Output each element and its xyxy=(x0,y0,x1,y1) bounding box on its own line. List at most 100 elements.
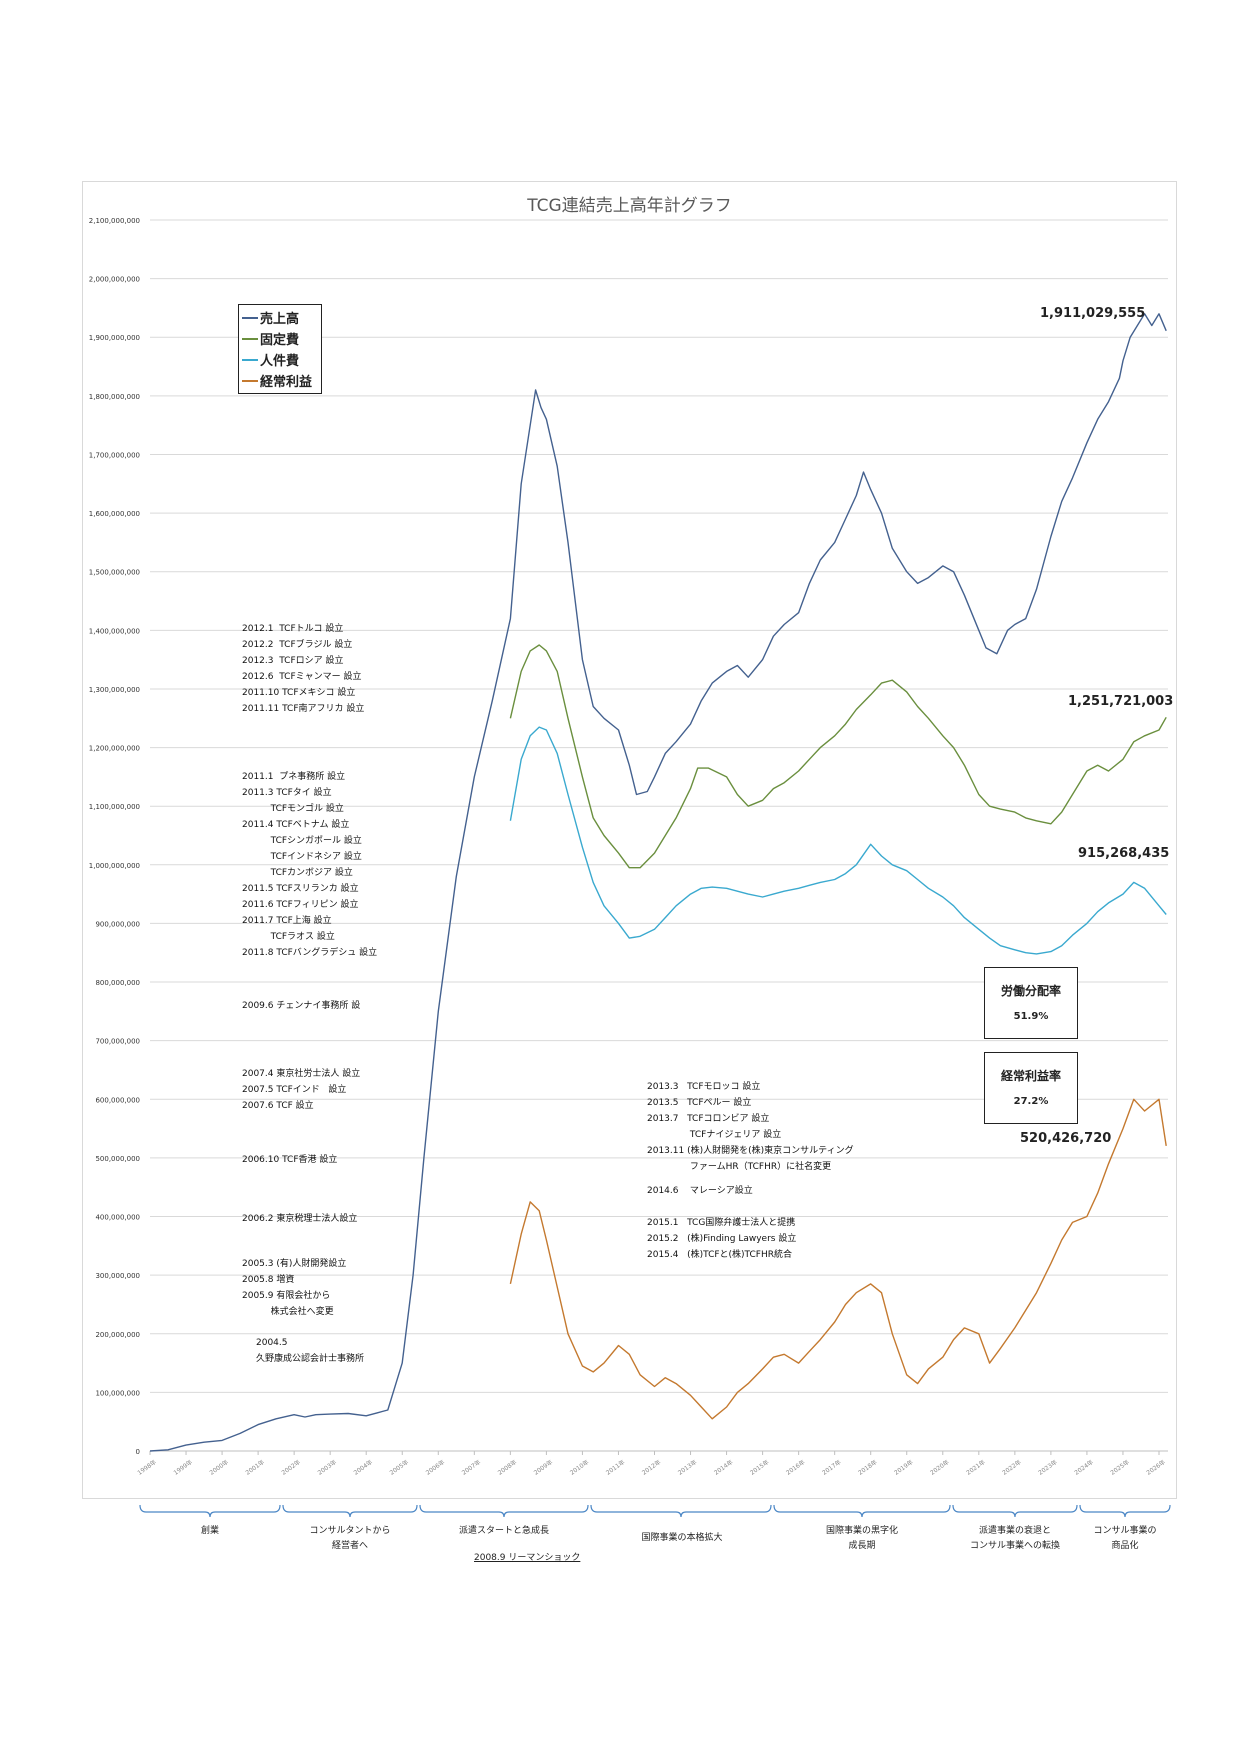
y-tick-label: 900,000,000 xyxy=(95,920,140,928)
annotation-2015: 2015.1 TCG国際弁護士法人と提携 2015.2 (株)Finding L… xyxy=(647,1218,797,1260)
lehman-shock-note: 2008.9 リーマンショック xyxy=(474,1553,581,1563)
y-tick-label: 400,000,000 xyxy=(95,1214,140,1222)
y-tick-label: 1,800,000,000 xyxy=(89,393,140,401)
x-tick-label: 2014年 xyxy=(712,1458,734,1477)
annotation-global-expansion: 2012.1 TCFトルコ 設立 2012.2 TCFブラジル 設立 2012.… xyxy=(242,624,365,714)
x-tick-label: 2026年 xyxy=(1145,1458,1167,1477)
y-tick-label: 100,000,000 xyxy=(95,1389,140,1397)
series-line-0 xyxy=(149,313,1167,1452)
y-tick-label: 0 xyxy=(136,1448,140,1456)
y-tick-label: 2,000,000,000 xyxy=(89,276,140,284)
kpi-labor-share: 労働分配率 51.9% xyxy=(984,967,1078,1039)
annotation-2013: 2013.3 TCFモロッコ 設立 2013.5 TCFペルー 設立 2013.… xyxy=(647,1082,854,1172)
end-value-fixed-cost: 1,251,721,003 xyxy=(1068,694,1174,709)
annotation-2007: 2007.4 東京社労士法人 設立 2007.5 TCFインド 設立 2007.… xyxy=(242,1069,361,1111)
series-line-2 xyxy=(509,726,1167,955)
x-tick-label: 2005年 xyxy=(388,1458,410,1477)
legend-swatch-icon xyxy=(242,379,258,382)
x-tick-label: 2020年 xyxy=(929,1458,951,1477)
x-tick-label: 2019年 xyxy=(893,1458,915,1477)
y-tick-label: 200,000,000 xyxy=(95,1331,140,1339)
annotation-2006-2: 2006.2 東京税理士法人設立 xyxy=(242,1214,358,1224)
kpi-title: 経常利益率 xyxy=(1000,1069,1061,1083)
y-tick-label: 1,400,000,000 xyxy=(89,627,140,635)
series-line-3 xyxy=(509,1098,1167,1420)
era-label-consultant: コンサルタントから 経営者へ xyxy=(309,1526,391,1551)
y-tick-label: 1,900,000,000 xyxy=(89,334,140,342)
y-tick-label: 1,700,000,000 xyxy=(89,451,140,459)
series-line-1 xyxy=(509,644,1167,869)
y-tick-label: 1,600,000,000 xyxy=(89,510,140,518)
era-bracket-5 xyxy=(952,1504,1078,1518)
legend-swatch-icon xyxy=(242,358,258,361)
x-tick-label: 1999年 xyxy=(172,1458,194,1477)
annotation-2004: 2004.5 久野康成公認会計士事務所 xyxy=(256,1338,365,1364)
era-bracket-3 xyxy=(590,1504,772,1518)
legend-item-sales: 売上高 xyxy=(239,307,321,328)
era-bracket-4 xyxy=(773,1504,951,1518)
x-tick-label: 2017年 xyxy=(821,1458,843,1477)
x-tick-label: 2003年 xyxy=(316,1458,338,1477)
legend-swatch-icon xyxy=(242,337,258,340)
y-tick-label: 1,200,000,000 xyxy=(89,745,140,753)
legend-label: 経常利益 xyxy=(260,375,313,390)
y-tick-label: 600,000,000 xyxy=(95,1096,140,1104)
era-bracket-1 xyxy=(282,1504,418,1518)
y-tick-label: 1,100,000,000 xyxy=(89,803,140,811)
annotation-2005: 2005.3 (有)人財開発設立 2005.8 増資 2005.9 有限会社から… xyxy=(242,1259,347,1317)
chart-legend: 売上高 固定費 人件費 経常利益 xyxy=(238,304,322,394)
era-label-dispatch-growth: 派遣スタートと急成長 xyxy=(458,1526,549,1536)
annotation-2014: 2014.6 マレーシア設立 xyxy=(647,1186,753,1196)
y-tick-label: 500,000,000 xyxy=(95,1155,140,1163)
era-label-productization: コンサル事業の 商品化 xyxy=(1093,1526,1157,1551)
chart-title: TCG連結売上高年計グラフ xyxy=(527,196,732,216)
x-tick-label: 1998年 xyxy=(136,1458,158,1477)
x-tick-label: 2023年 xyxy=(1037,1458,1059,1477)
y-tick-label: 1,000,000,000 xyxy=(89,862,140,870)
end-value-labor-cost: 915,268,435 xyxy=(1078,846,1170,861)
y-tick-label: 1,500,000,000 xyxy=(89,569,140,577)
y-tick-label: 300,000,000 xyxy=(95,1272,140,1280)
x-tick-label: 2000年 xyxy=(208,1458,230,1477)
y-tick-label: 800,000,000 xyxy=(95,979,140,987)
x-tick-label: 2025年 xyxy=(1109,1458,1131,1477)
x-tick-label: 2013年 xyxy=(676,1458,698,1477)
x-tick-label: 2001年 xyxy=(244,1458,266,1477)
x-tick-label: 2022年 xyxy=(1001,1458,1023,1477)
era-label-founding: 創業 xyxy=(200,1526,219,1536)
legend-label: 売上高 xyxy=(260,312,300,327)
end-value-sales: 1,911,029,555 xyxy=(1040,306,1146,321)
era-label-global-profit: 国際事業の黒字化 成長期 xyxy=(825,1526,898,1551)
x-tick-label: 2024年 xyxy=(1073,1458,1095,1477)
annotation-chennai: 2009.6 チェンナイ事務所 設 xyxy=(242,1001,361,1011)
era-bracket-2 xyxy=(419,1504,589,1518)
era-bracket-0 xyxy=(139,1504,281,1518)
kpi-profit-margin: 経常利益率 27.2% xyxy=(984,1052,1078,1124)
x-tick-label: 2010年 xyxy=(568,1458,590,1477)
x-tick-label: 2004年 xyxy=(352,1458,374,1477)
x-tick-label: 2015年 xyxy=(748,1458,770,1477)
era-label-global-expansion: 国際事業の本格拡大 xyxy=(641,1533,723,1543)
x-tick-label: 2011年 xyxy=(604,1458,626,1477)
legend-label: 人件費 xyxy=(260,354,300,369)
annotation-asia-expansion: 2011.1 プネ事務所 設立 2011.3 TCFタイ 設立 TCFモンゴル … xyxy=(242,772,378,958)
x-tick-label: 2002年 xyxy=(280,1458,302,1477)
annotation-2006-10: 2006.10 TCF香港 設立 xyxy=(242,1155,338,1165)
legend-item-labor-cost: 人件費 xyxy=(239,349,321,370)
kpi-value: 27.2% xyxy=(1013,1096,1049,1107)
legend-item-ordinary-profit: 経常利益 xyxy=(239,370,321,391)
kpi-title: 労働分配率 xyxy=(1000,984,1061,998)
x-tick-label: 2009年 xyxy=(532,1458,554,1477)
x-tick-label: 2006年 xyxy=(424,1458,446,1477)
x-tick-label: 2008年 xyxy=(496,1458,518,1477)
y-tick-label: 700,000,000 xyxy=(95,1038,140,1046)
x-tick-label: 2018年 xyxy=(857,1458,879,1477)
y-tick-label: 1,300,000,000 xyxy=(89,686,140,694)
x-tick-label: 2016年 xyxy=(784,1458,806,1477)
legend-swatch-icon xyxy=(242,316,258,319)
era-bracket-6 xyxy=(1079,1504,1171,1518)
x-tick-label: 2007年 xyxy=(460,1458,482,1477)
legend-label: 固定費 xyxy=(260,333,300,348)
end-value-ordinary-profit: 520,426,720 xyxy=(1020,1131,1112,1146)
